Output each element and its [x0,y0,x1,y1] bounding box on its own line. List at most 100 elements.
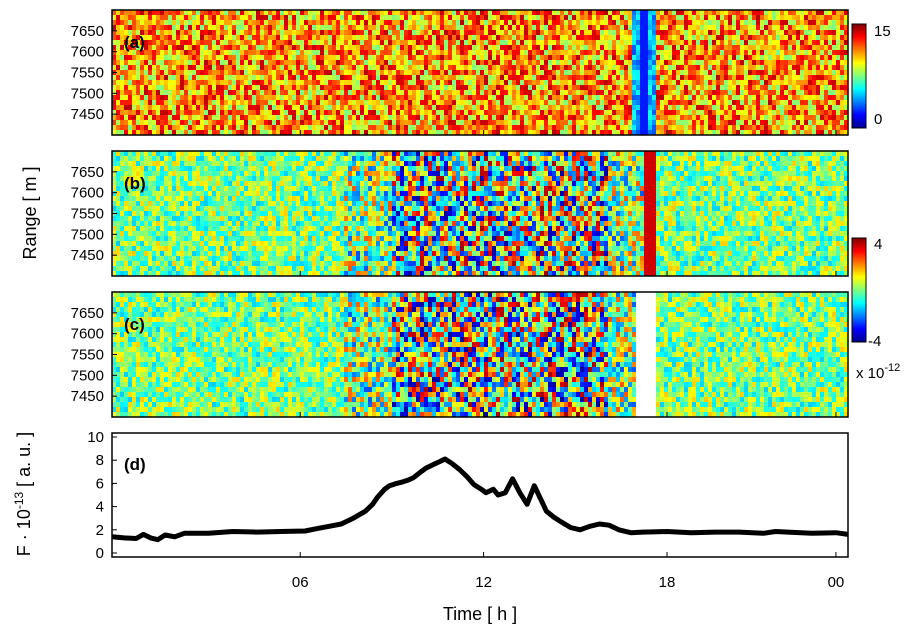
heatmap-cell [172,95,177,101]
heatmap-cell [196,10,201,16]
heatmap-cell [128,201,133,207]
heatmap-cell [300,130,305,136]
heatmap-cell [228,115,233,121]
y-tick-label: 7650 [71,23,104,40]
heatmap-cell [616,60,621,66]
heatmap-cell [488,125,493,131]
heatmap-cell [140,241,145,247]
heatmap-cell [568,20,573,26]
heatmap-cell [596,120,601,126]
heatmap-cell [652,95,657,101]
heatmap-cell [216,100,221,106]
heatmap-cell [424,10,429,16]
heatmap-cell [356,95,361,101]
heatmap-cell [192,35,197,41]
heatmap-cell [724,10,729,16]
heatmap-cell [300,125,305,131]
heatmap-cell [116,75,121,81]
heatmap-cell [600,10,605,16]
heatmap-cell [172,151,177,157]
heatmap-cell [524,50,529,56]
heatmap-cell [788,130,793,136]
heatmap-cell [300,35,305,41]
heatmap-cell [524,95,529,101]
heatmap-cell [160,25,165,31]
heatmap-cell [680,100,685,106]
heatmap-cell [316,85,321,91]
heatmap-cell [160,120,165,126]
heatmap-cell [680,110,685,116]
heatmap-cell [540,80,545,86]
heatmap-cell [260,60,265,66]
heatmap-cell [524,60,529,66]
heatmap-cell [384,85,389,91]
heatmap-cell [240,45,245,51]
heatmap-cell [196,95,201,101]
heatmap-cell [756,45,761,51]
heatmap-cell [476,10,481,16]
heatmap-cell [368,110,373,116]
heatmap-cell [284,75,289,81]
heatmap-cell [640,75,645,81]
heatmap-cell [728,60,733,66]
heatmap-cell [688,40,693,46]
heatmap-cell [228,75,233,81]
heatmap-cell [500,100,505,106]
heatmap-cell [452,120,457,126]
heatmap-cell [736,30,741,36]
heatmap-cell [156,166,161,172]
heatmap-cell [560,30,565,36]
heatmap-cell [160,20,165,26]
heatmap-cell [620,25,625,31]
heatmap-cell [644,50,649,56]
heatmap-cell [172,100,177,106]
heatmap-cell [276,20,281,26]
heatmap-cell [136,156,141,162]
heatmap-cell [820,50,825,56]
heatmap-cell [692,85,697,91]
heatmap-cell [144,95,149,101]
heatmap-cell [344,100,349,106]
heatmap-cell [112,50,117,56]
heatmap-cell [676,65,681,71]
heatmap-cell [140,161,145,167]
heatmap-cell [728,75,733,81]
heatmap-cell [348,50,353,56]
heatmap-cell [548,115,553,121]
heatmap-cell [608,20,613,26]
heatmap-cell [188,80,193,86]
heatmap-cell [152,171,157,177]
heatmap-cell [624,45,629,51]
heatmap-cell [144,85,149,91]
heatmap-cell [280,30,285,36]
heatmap-cell [348,130,353,136]
heatmap-cell [644,105,649,111]
heatmap-cell [204,25,209,31]
heatmap-cell [548,65,553,71]
heatmap-cell [140,125,145,131]
heatmap-cell [608,90,613,96]
heatmap-cell [636,105,641,111]
heatmap-cell [464,50,469,56]
heatmap-cell [148,65,153,71]
heatmap-cell [264,40,269,46]
heatmap-cell [588,25,593,31]
heatmap-cell [536,35,541,41]
heatmap-cell [776,115,781,121]
heatmap-cell [640,55,645,61]
heatmap-cell [208,45,213,51]
heatmap-cell [152,100,157,106]
heatmap-cell [224,125,229,131]
heatmap-cell [500,10,505,16]
heatmap-cell [732,35,737,41]
heatmap-cell [136,35,141,41]
heatmap-cell [756,95,761,101]
heatmap-cell [284,30,289,36]
heatmap-cell [308,25,313,31]
heatmap-cell [428,80,433,86]
heatmap-cell [772,50,777,56]
heatmap-cell [392,45,397,51]
heatmap-cell [668,20,673,26]
heatmap-cell [148,201,153,207]
heatmap-cell [552,30,557,36]
